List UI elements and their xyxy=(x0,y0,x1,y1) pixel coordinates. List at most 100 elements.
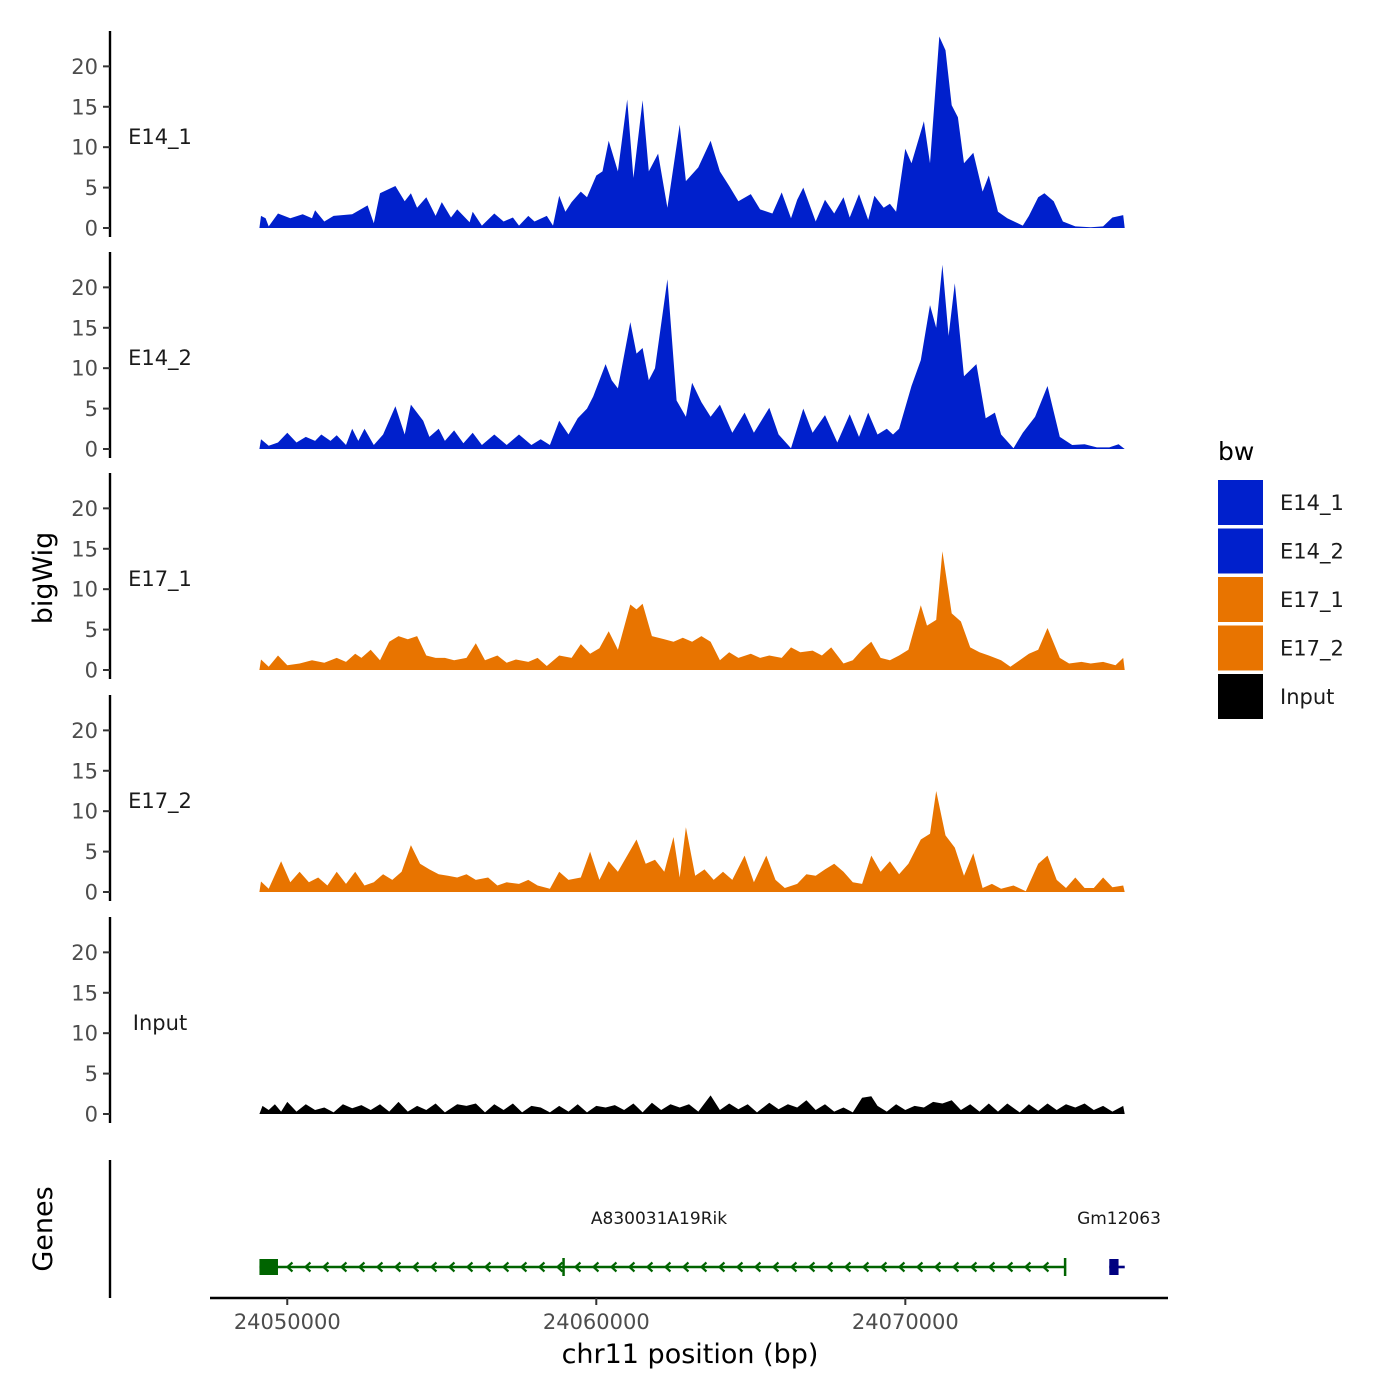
legend-title: bw xyxy=(1218,437,1254,466)
strand-arrow xyxy=(663,1261,672,1273)
strand-arrow xyxy=(591,1261,600,1273)
y-tick-label: 15 xyxy=(71,316,98,340)
strand-arrow xyxy=(375,1261,384,1273)
strand-arrow xyxy=(699,1261,708,1273)
strand-arrow xyxy=(771,1261,780,1273)
legend: bw E14_1 E14_2 E17_1 E17_2 Input xyxy=(1218,437,1344,719)
strand-arrow xyxy=(681,1261,690,1273)
strand-arrow xyxy=(951,1261,960,1273)
strand-arrow xyxy=(321,1261,330,1273)
track-label-E17_1: E17_1 xyxy=(128,567,192,592)
strand-arrow xyxy=(303,1261,312,1273)
y-axis-title: bigWig xyxy=(28,532,59,625)
strand-arrow xyxy=(753,1261,762,1273)
y-tick-label: 15 xyxy=(71,95,98,119)
legend-label-E14_1: E14_1 xyxy=(1280,491,1344,516)
legend-label-E14_2: E14_2 xyxy=(1280,540,1344,565)
y-tick-label: 20 xyxy=(71,55,98,79)
legend-swatch-E14_2 xyxy=(1218,528,1263,574)
strand-arrow xyxy=(879,1261,888,1273)
strand-arrow xyxy=(519,1261,528,1273)
strand-arrow xyxy=(717,1261,726,1273)
y-tick-label: 5 xyxy=(85,618,98,642)
y-tick-label: 5 xyxy=(85,397,98,421)
gene-track-title: Genes xyxy=(28,1186,59,1271)
strand-arrow xyxy=(555,1261,564,1273)
strand-arrow xyxy=(897,1261,906,1273)
strand-arrow xyxy=(609,1261,618,1273)
y-tick-label: 5 xyxy=(85,176,98,200)
x-tick-label: 24060000 xyxy=(543,1310,650,1334)
y-tick-label: 10 xyxy=(71,578,98,602)
strand-arrow xyxy=(627,1261,636,1273)
y-tick-label: 0 xyxy=(85,1103,98,1127)
strand-arrow xyxy=(483,1261,492,1273)
signal-area-Input xyxy=(259,1095,1125,1114)
y-tick-label: 15 xyxy=(71,759,98,783)
y-tick-label: 0 xyxy=(85,217,98,241)
strand-arrow xyxy=(393,1261,402,1273)
strand-arrow xyxy=(285,1261,294,1273)
strand-arrow xyxy=(915,1261,924,1273)
track-label-E14_1: E14_1 xyxy=(128,125,192,150)
y-tick-label: 15 xyxy=(71,537,98,561)
signal-area-E14_1 xyxy=(259,36,1125,228)
strand-arrow xyxy=(969,1261,978,1273)
y-tick-label: 15 xyxy=(71,981,98,1005)
y-tick-label: 10 xyxy=(71,800,98,824)
gene-exon xyxy=(1109,1259,1119,1275)
legend-label-E17_1: E17_1 xyxy=(1280,588,1344,613)
gene-Gm12063: Gm12063 xyxy=(1077,1209,1161,1275)
strand-arrow xyxy=(789,1261,798,1273)
legend-label-Input: Input xyxy=(1280,685,1334,709)
legend-swatch-E14_1 xyxy=(1218,480,1263,525)
y-tick-label: 0 xyxy=(85,438,98,462)
strand-arrow xyxy=(447,1261,456,1273)
strand-arrow xyxy=(645,1261,654,1273)
strand-arrow xyxy=(987,1261,996,1273)
gene-track: Genes A830031A19Rik Gm12063 24050000 2406000… xyxy=(28,1160,1168,1334)
signal-area-E17_2 xyxy=(259,791,1125,892)
y-tick-label: 10 xyxy=(71,357,98,381)
panel-Input: 0 5 10 15 20 Input xyxy=(71,917,1125,1127)
legend-swatch-Input xyxy=(1218,674,1263,719)
strand-arrow xyxy=(1023,1261,1032,1273)
strand-arrow xyxy=(825,1261,834,1273)
gene-label-A830031A19Rik: A830031A19Rik xyxy=(591,1209,727,1229)
x-axis-title: chr11 position (bp) xyxy=(562,1339,819,1370)
y-tick-label: 5 xyxy=(85,840,98,864)
strand-arrow xyxy=(465,1261,474,1273)
y-tick-label: 20 xyxy=(71,719,98,743)
track-label-E14_2: E14_2 xyxy=(128,346,192,371)
gene-exon xyxy=(562,1258,565,1276)
y-tick-label: 20 xyxy=(71,497,98,521)
panel-E14_1: 0 5 10 15 20 E14_1 xyxy=(71,31,1125,241)
strand-arrow xyxy=(339,1261,348,1273)
track-label-Input: Input xyxy=(133,1011,187,1035)
gene-exon xyxy=(259,1259,278,1275)
strand-arrow xyxy=(1041,1261,1050,1273)
gene-A830031A19Rik: A830031A19Rik xyxy=(259,1209,1067,1276)
strand-arrow xyxy=(501,1261,510,1273)
panel-E17_1: 0 5 10 15 20 E17_1 xyxy=(71,473,1125,683)
strand-arrow xyxy=(1005,1261,1014,1273)
legend-swatch-E17_1 xyxy=(1218,577,1263,622)
x-tick-label: 24050000 xyxy=(234,1310,341,1334)
x-axis: 24050000 24060000 24070000 xyxy=(210,1296,1168,1334)
y-tick-label: 0 xyxy=(85,659,98,683)
strand-arrow xyxy=(537,1261,546,1273)
legend-label-E17_2: E17_2 xyxy=(1280,637,1344,662)
y-tick-label: 20 xyxy=(71,276,98,300)
strand-arrow xyxy=(573,1261,582,1273)
legend-swatch-E17_2 xyxy=(1218,625,1263,671)
gene-exon xyxy=(1063,1258,1067,1276)
strand-arrow xyxy=(861,1261,870,1273)
y-tick-label: 10 xyxy=(71,1022,98,1046)
strand-arrow xyxy=(735,1261,744,1273)
strand-arrow xyxy=(429,1261,438,1273)
strand-arrow xyxy=(807,1261,816,1273)
signal-area-E17_1 xyxy=(259,551,1125,670)
panel-E14_2: 0 5 10 15 20 E14_2 xyxy=(71,252,1125,462)
y-tick-label: 10 xyxy=(71,136,98,160)
